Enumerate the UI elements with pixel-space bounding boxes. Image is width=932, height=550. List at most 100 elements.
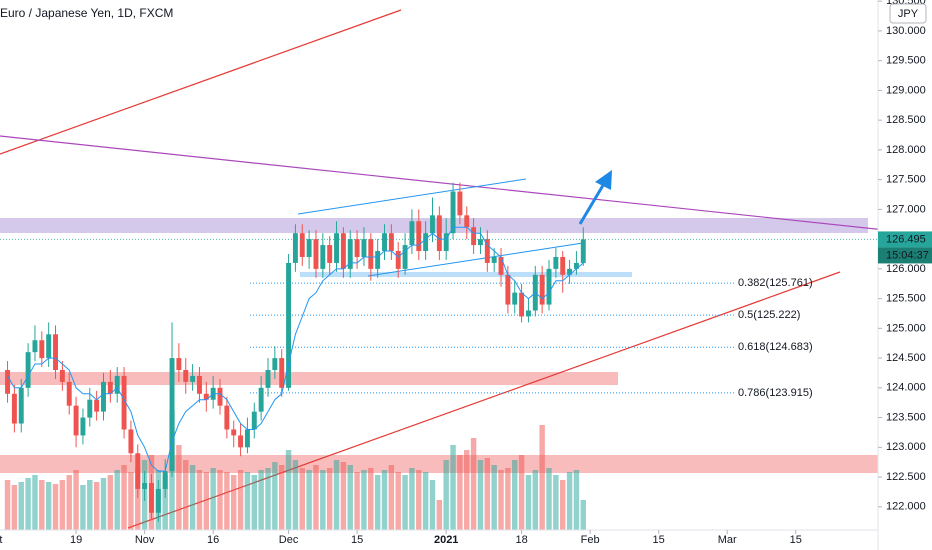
- volume-bar: [210, 468, 216, 530]
- volume-bar: [162, 475, 168, 530]
- volume-bar: [59, 480, 66, 530]
- arrow-head: [595, 170, 612, 190]
- candle-layer: [0, 182, 878, 522]
- candle-body: [59, 369, 65, 382]
- candle-body: [416, 221, 422, 252]
- y-tick-label: 129.500: [886, 55, 926, 67]
- volume-layer: [4, 410, 586, 530]
- volume-bar: [320, 470, 326, 530]
- volume-bar: [18, 482, 24, 530]
- volume-bar: [388, 465, 395, 530]
- candle-body: [423, 233, 429, 252]
- candle-body: [176, 358, 182, 370]
- currency-box[interactable]: [889, 3, 927, 24]
- y-tick-label: 127.000: [886, 203, 926, 215]
- volume-bar: [176, 445, 182, 530]
- candle-body: [567, 268, 573, 275]
- candle-body: [436, 215, 442, 252]
- volume-bar: [518, 455, 525, 530]
- candle-body: [135, 453, 141, 489]
- volume-bar: [361, 470, 367, 530]
- y-tick-label: 125.500: [886, 293, 926, 305]
- candle-body: [183, 369, 189, 382]
- volume-bar: [464, 450, 470, 530]
- candle-body: [402, 245, 408, 269]
- candle-body: [272, 358, 278, 370]
- volume-bar: [11, 485, 18, 530]
- candle-body: [553, 256, 559, 269]
- candle-body: [375, 251, 381, 269]
- candle-body: [477, 239, 483, 246]
- volume-bar: [436, 500, 443, 530]
- candle-body: [464, 215, 470, 228]
- candle-body: [155, 488, 161, 513]
- volume-bar: [265, 468, 271, 530]
- x-tick-label: 15: [351, 534, 363, 546]
- candle-body: [39, 340, 45, 359]
- volume-bar: [107, 475, 114, 530]
- candle-body: [169, 358, 175, 472]
- moving-average: [7, 226, 584, 472]
- volume-bar: [498, 470, 504, 530]
- candle-body: [361, 239, 367, 257]
- x-tick-label: 2021: [434, 534, 458, 546]
- currency-label[interactable]: JPY: [898, 8, 919, 20]
- candle-body: [265, 369, 271, 388]
- volume-bar: [73, 470, 79, 530]
- candle-body: [512, 292, 518, 305]
- candle-body: [251, 411, 257, 430]
- candle-body: [217, 387, 223, 406]
- channel-line: [367, 242, 584, 277]
- plot-area: 0.382(125.761) 0.5(125.222) 0.618(124.683)…: [0, 9, 878, 530]
- candle-body: [505, 274, 511, 305]
- volume-bar: [450, 445, 456, 530]
- candle-body: [560, 256, 566, 275]
- volume-bar: [224, 472, 230, 530]
- candle-body: [80, 417, 86, 436]
- neckline-zone: [300, 272, 632, 277]
- x-tick-label: 15: [790, 534, 802, 546]
- volume-bar: [532, 470, 539, 530]
- y-tick-label: 123.500: [886, 411, 926, 423]
- candle-body: [107, 381, 113, 394]
- candle-body: [471, 227, 477, 246]
- candle-body: [498, 256, 504, 275]
- candle-body: [196, 375, 202, 394]
- candle-body: [231, 429, 237, 436]
- candle-body: [519, 292, 525, 317]
- fib-label: 0.618(124.683): [738, 341, 813, 353]
- fib-label: 0.786(123.915): [738, 387, 813, 399]
- volume-bar: [183, 460, 189, 530]
- volume-bar: [285, 450, 292, 530]
- volume-bar: [231, 475, 237, 530]
- volume-bar: [443, 460, 449, 530]
- volume-bar: [121, 465, 127, 530]
- volume-bar: [128, 472, 134, 530]
- volume-bar: [114, 470, 120, 530]
- volume-bar: [368, 468, 374, 530]
- volume-bar: [52, 484, 59, 530]
- last-price-tag: [878, 231, 932, 248]
- candle-body: [224, 405, 230, 430]
- support-zone: [0, 372, 618, 385]
- candle-body: [46, 334, 52, 359]
- candle-body: [354, 239, 360, 257]
- volume-bar: [505, 468, 511, 530]
- x-tick-label: Mar: [718, 534, 737, 546]
- candle-body: [258, 387, 264, 412]
- candle-body: [450, 191, 456, 234]
- candle-body: [162, 471, 168, 489]
- candle-body: [53, 334, 58, 370]
- x-tick-label: Nov: [135, 534, 155, 546]
- fib-label: 0.5(125.222): [738, 309, 800, 321]
- candle-body: [121, 375, 127, 430]
- volume-bar: [189, 465, 196, 530]
- candle-body: [457, 191, 463, 216]
- y-tick-label: 122.500: [886, 471, 926, 483]
- candle-body: [320, 245, 326, 269]
- x-tick-label: 16: [207, 534, 219, 546]
- candle-body: [525, 310, 531, 317]
- support-zone: [0, 455, 878, 473]
- candle-body: [443, 233, 449, 252]
